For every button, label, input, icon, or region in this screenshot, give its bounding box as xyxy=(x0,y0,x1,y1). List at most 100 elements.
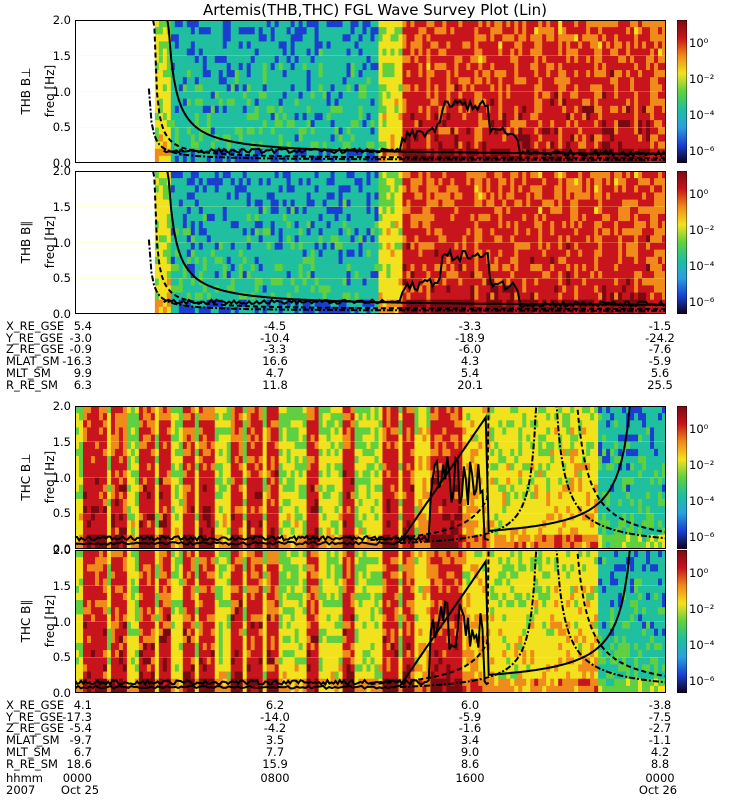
ephemeris-value: 4.1 xyxy=(73,698,92,712)
ephemeris-label: MLT_SM xyxy=(6,744,51,759)
colorbar-tick-label: 10⁻⁴ xyxy=(689,259,715,273)
colorbar-tick-label: 10⁻⁶ xyxy=(689,144,715,158)
ephemeris-value: 16.6 xyxy=(262,354,288,369)
colorbar-tick-label: 10⁻² xyxy=(689,602,715,616)
ephemeris-value: -3.8 xyxy=(648,698,672,712)
dashdot-curve xyxy=(147,239,666,312)
dashed-curve xyxy=(370,406,666,542)
wave-power-curve xyxy=(75,600,490,687)
dashed-curve xyxy=(152,20,666,160)
ephemeris-value: 9.9 xyxy=(73,365,92,380)
colorbar-tick-label: 10⁻⁴ xyxy=(689,638,715,652)
ephemeris-value: 6.3 xyxy=(73,377,92,392)
ephemeris-value: -9.7 xyxy=(69,733,92,748)
ephemeris-value: 5.4 xyxy=(460,365,480,380)
ephemeris-value: -4.5 xyxy=(263,319,287,333)
ephemeris-value: 6.2 xyxy=(265,698,285,712)
ephemeris-label: R_RE_SM xyxy=(6,377,58,392)
ephemeris-value: 8.6 xyxy=(460,756,480,771)
ephemeris-value: 4.3 xyxy=(460,354,480,369)
y-tick-label: 0.0 xyxy=(52,686,71,700)
spectrogram-thc-bpar xyxy=(75,550,666,693)
ephemeris-value: 5.4 xyxy=(73,319,92,333)
colorbar-tick-label: 10⁻⁴ xyxy=(689,108,715,122)
spectrogram-thb-bpar xyxy=(75,171,666,314)
y-tick-label: 1.0 xyxy=(52,84,71,99)
colorbar-tick-label: 10⁰ xyxy=(689,422,709,436)
ephemeris-label: MLT_SM xyxy=(6,365,51,380)
ephemeris-label: MLAT_SM xyxy=(6,354,60,369)
y-tick-label: 0.5 xyxy=(52,650,71,665)
ephemeris-value: -3.3 xyxy=(458,319,482,333)
y-tick-label: 2.0 xyxy=(52,13,71,27)
y-tick-label: 1.5 xyxy=(52,434,71,449)
ephemeris-label: Z_RE_GSE xyxy=(6,721,65,736)
y-tick-label: 0.5 xyxy=(52,271,71,286)
date-label: Oct 26 xyxy=(638,783,678,797)
x-tick-label: 1600 xyxy=(455,771,485,785)
y-tick-label: 0.5 xyxy=(52,506,71,521)
probe-component-label: THC B⊥ xyxy=(19,452,33,501)
dashed-curve xyxy=(370,550,666,686)
freq-axis-label: freq [Hz] xyxy=(43,64,57,117)
freq-axis-label: freq [Hz] xyxy=(43,450,57,503)
y-tick-label: 0.0 xyxy=(52,307,71,321)
cyclotron-curve xyxy=(75,406,631,546)
ephemeris-value: -5.9 xyxy=(648,354,672,369)
ephemeris-value: 6.7 xyxy=(73,744,92,759)
ephemeris-value: 25.5 xyxy=(647,377,673,392)
y-tick-label: 1.5 xyxy=(52,199,71,214)
colorbar-tick-label: 10⁰ xyxy=(689,187,709,201)
dashdot-curve xyxy=(147,88,666,161)
ephemeris-value: -16.3 xyxy=(62,354,92,369)
dashdot-curve xyxy=(400,406,666,544)
spectrogram-cells xyxy=(75,406,666,549)
spectrogram-thc-bperp xyxy=(75,406,666,549)
colorbar-tick-label: 10⁻² xyxy=(689,458,715,472)
colorbar-tick-label: 10⁻² xyxy=(689,223,715,237)
ephemeris-value: -10.4 xyxy=(260,330,290,345)
panel-frame xyxy=(75,406,666,549)
y-tick-label: 0.0 xyxy=(52,156,71,170)
freq-axis-label: freq [Hz] xyxy=(43,594,57,647)
date-year-label: 2007 xyxy=(6,783,36,797)
ephemeris-value: -1.5 xyxy=(648,319,672,333)
ephemeris-value: -3.3 xyxy=(263,342,287,357)
ephemeris-value: 20.1 xyxy=(457,377,483,392)
colorbar xyxy=(677,406,687,549)
ephemeris-label: R_RE_SM xyxy=(6,756,58,771)
ephemeris-label: Z_RE_GSE xyxy=(6,342,65,357)
probe-component-label: THB B∥ xyxy=(19,220,33,263)
panel-frame xyxy=(75,550,666,693)
probe-component-label: THC B∥ xyxy=(19,599,33,642)
y-tick-label: 0.5 xyxy=(52,120,71,135)
x-tick-label: 0000 xyxy=(645,771,675,785)
ephemeris-value: -7.5 xyxy=(648,709,672,724)
ephemeris-value: -7.6 xyxy=(648,342,672,357)
x-axis-label: hhmm xyxy=(6,771,43,785)
ephemeris-value: -4.2 xyxy=(263,721,287,736)
colorbar xyxy=(677,550,687,693)
ephemeris-value: -5.4 xyxy=(69,721,92,736)
spectrogram-thb-bperp xyxy=(75,20,666,163)
ephemeris-value: 9.0 xyxy=(460,744,480,759)
ephemeris-value: -14.0 xyxy=(260,709,290,724)
colorbar-tick-label: 10⁻² xyxy=(689,72,715,86)
y-tick-label: 2.0 xyxy=(52,164,71,178)
colorbar xyxy=(677,171,687,314)
y-tick-label: 1.0 xyxy=(52,470,71,485)
dashed-curve xyxy=(152,171,666,311)
date-label: Oct 25 xyxy=(60,783,100,797)
ephemeris-value: 3.5 xyxy=(265,733,285,748)
ephemeris-value: 4.7 xyxy=(265,365,285,380)
y-tick-label: 1.0 xyxy=(52,235,71,250)
ephemeris-label: Y_RE_GSE xyxy=(6,709,64,724)
y-tick-label: 1.5 xyxy=(52,578,71,593)
colorbar-tick-label: 10⁰ xyxy=(689,36,709,50)
colorbar-tick-label: 10⁻⁶ xyxy=(689,295,715,309)
freq-axis-label: freq [Hz] xyxy=(43,215,57,268)
ephemeris-value: -1.1 xyxy=(648,733,672,748)
panel-frame xyxy=(75,20,666,163)
wave-power-curve xyxy=(163,98,666,158)
